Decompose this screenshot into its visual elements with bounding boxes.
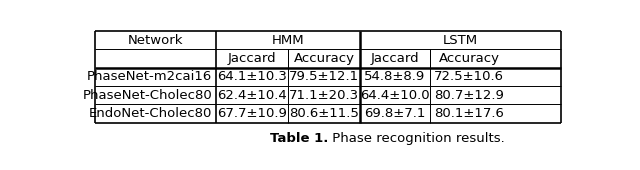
Text: 79.5±12.1: 79.5±12.1 xyxy=(289,70,359,83)
Text: 69.8±7.1: 69.8±7.1 xyxy=(364,107,426,120)
Text: 64.1±10.3: 64.1±10.3 xyxy=(218,70,287,83)
Text: Phase recognition results.: Phase recognition results. xyxy=(328,132,505,145)
Text: 80.1±17.6: 80.1±17.6 xyxy=(435,107,504,120)
Text: 72.5±10.6: 72.5±10.6 xyxy=(435,70,504,83)
Text: 62.4±10.4: 62.4±10.4 xyxy=(218,89,287,101)
Text: EndoNet-Cholec80: EndoNet-Cholec80 xyxy=(89,107,212,120)
Text: Accuracy: Accuracy xyxy=(439,52,500,65)
Text: HMM: HMM xyxy=(272,33,305,47)
Text: 54.8±8.9: 54.8±8.9 xyxy=(364,70,426,83)
Text: PhaseNet-Cholec80: PhaseNet-Cholec80 xyxy=(83,89,212,101)
Text: 67.7±10.9: 67.7±10.9 xyxy=(218,107,287,120)
Text: Network: Network xyxy=(128,33,184,47)
Text: 80.6±11.5: 80.6±11.5 xyxy=(289,107,359,120)
Text: Accuracy: Accuracy xyxy=(294,52,355,65)
Text: Jaccard: Jaccard xyxy=(371,52,419,65)
Text: Jaccard: Jaccard xyxy=(228,52,276,65)
Text: 80.7±12.9: 80.7±12.9 xyxy=(435,89,504,101)
Text: LSTM: LSTM xyxy=(443,33,478,47)
Text: 64.4±10.0: 64.4±10.0 xyxy=(360,89,430,101)
Text: Table 1.: Table 1. xyxy=(269,132,328,145)
Text: 71.1±20.3: 71.1±20.3 xyxy=(289,89,359,101)
Text: PhaseNet-m2cai16: PhaseNet-m2cai16 xyxy=(87,70,212,83)
